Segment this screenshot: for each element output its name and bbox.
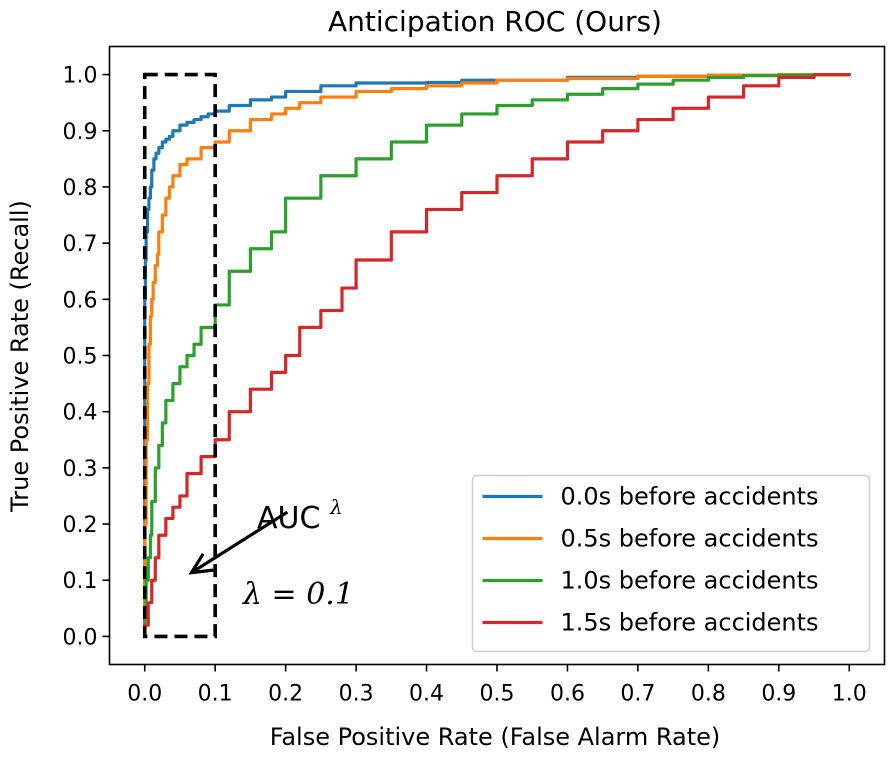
annotation-layer: AUC λ λ = 0.1 [142, 72, 354, 639]
x-tick-label: 0.8 [691, 682, 726, 707]
series-line-0 [143, 72, 851, 639]
series-line-3 [143, 72, 851, 639]
x-tick-label: 0.7 [620, 682, 655, 707]
axes-ticks: 0.0 0.1 0.2 0.3 0.4 0.5 0.6 0.7 0.8 0.9 1.0 0.0 0.1 0… [63, 64, 867, 707]
x-tick-label: 0.3 [339, 682, 374, 707]
legend-label-0: 0.0s before accidents [561, 483, 819, 511]
legend-label-1: 0.5s before accidents [561, 525, 819, 553]
dashed-focus-box [142, 72, 217, 639]
y-tick-label: 0.0 [63, 625, 98, 650]
y-tick-label: 0.1 [63, 569, 98, 594]
y-tick-label: 0.2 [63, 513, 98, 538]
x-tick-label: 0.5 [480, 682, 515, 707]
chart-title: Anticipation ROC (Ours) [328, 5, 662, 38]
series-layer [143, 72, 851, 639]
x-axis-label: False Positive Rate (False Alarm Rate) [270, 723, 721, 751]
y-tick-label: 0.7 [63, 232, 98, 257]
x-tick-label: 0.6 [550, 682, 585, 707]
y-axis-label: True Positive Rate (Recall) [6, 200, 34, 513]
y-tick-label: 0.4 [63, 401, 98, 426]
x-tick-label: 0.2 [268, 682, 303, 707]
auc-superscript: λ [329, 495, 343, 519]
legend-label-2: 1.0s before accidents [561, 567, 819, 595]
y-tick-label: 0.6 [63, 288, 98, 313]
y-tick-label: 0.8 [63, 176, 98, 201]
legend: 0.0s before accidents 0.5s before acciden… [471, 474, 871, 653]
x-tick-label: 1.0 [832, 682, 867, 707]
y-tick-label: 0.5 [63, 345, 98, 370]
series-line-1 [143, 72, 851, 639]
plot-frame [108, 45, 886, 666]
x-tick-label: 0.9 [761, 682, 796, 707]
y-tick-label: 0.3 [63, 457, 98, 482]
lambda-annotation: λ = 0.1 [242, 577, 354, 612]
y-tick-label: 1.0 [63, 64, 98, 89]
x-tick-label: 0.0 [127, 682, 162, 707]
x-tick-label: 0.4 [409, 682, 444, 707]
x-tick-label: 0.1 [198, 682, 233, 707]
legend-box [471, 474, 871, 653]
y-tick-label: 0.9 [63, 120, 98, 145]
legend-label-3: 1.5s before accidents [561, 609, 819, 637]
annotation-arrow-head [188, 553, 214, 575]
series-line-2 [143, 72, 851, 639]
annotation-arrow-shaft [190, 510, 289, 574]
auc-annotation: AUC [257, 501, 320, 536]
